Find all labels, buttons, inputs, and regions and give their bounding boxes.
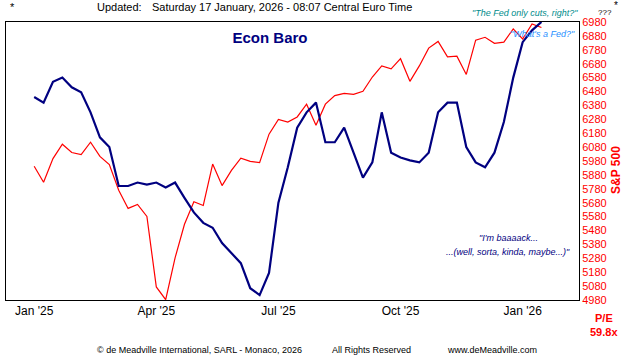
- svg-text:5880: 5880: [582, 169, 606, 181]
- svg-text:Saturday 17 January, 2026 - 08: Saturday 17 January, 2026 - 08:07 Centra…: [152, 1, 412, 13]
- svg-text:5780: 5780: [582, 183, 606, 195]
- svg-text:6480: 6480: [582, 85, 606, 97]
- svg-text:S&P 500: S&P 500: [609, 146, 623, 194]
- svg-text:"What's a Fed?": "What's a Fed?": [510, 29, 575, 39]
- svg-text:5680: 5680: [582, 197, 606, 209]
- svg-text:6780: 6780: [582, 44, 606, 56]
- svg-text:*: *: [10, 1, 15, 13]
- svg-text:6280: 6280: [582, 113, 606, 125]
- svg-text:5980: 5980: [582, 155, 606, 167]
- svg-text:Econ Baro: Econ Baro: [232, 29, 307, 46]
- svg-text:6380: 6380: [582, 99, 606, 111]
- svg-text:Jan '26: Jan '26: [503, 304, 542, 318]
- svg-text:Oct '25: Oct '25: [382, 304, 420, 318]
- svg-text:6180: 6180: [582, 127, 606, 139]
- svg-text:Updated:: Updated:: [97, 1, 142, 13]
- svg-text:5380: 5380: [582, 238, 606, 250]
- svg-text:6080: 6080: [582, 141, 606, 153]
- svg-text:5580: 5580: [582, 210, 606, 222]
- svg-text:4980: 4980: [582, 294, 606, 306]
- svg-text:© de Meadville International,: © de Meadville International, SARL - Mon…: [97, 345, 302, 355]
- svg-text:5080: 5080: [582, 280, 606, 292]
- svg-text:5480: 5480: [582, 224, 606, 236]
- svg-text:59.8x: 59.8x: [590, 326, 618, 338]
- svg-text:6680: 6680: [582, 58, 606, 70]
- svg-text:???: ???: [598, 8, 612, 17]
- svg-text:Apr '25: Apr '25: [137, 304, 175, 318]
- svg-text:5180: 5180: [582, 266, 606, 278]
- svg-text:"The Fed only cuts, right?": "The Fed only cuts, right?": [472, 8, 578, 18]
- svg-text:*: *: [614, 0, 618, 11]
- svg-text:All Rights Reserved: All Rights Reserved: [332, 345, 411, 355]
- svg-text:Jul '25: Jul '25: [261, 304, 296, 318]
- svg-text:6980: 6980: [582, 16, 606, 28]
- svg-text:www.deMeadville.com: www.deMeadville.com: [447, 345, 537, 355]
- svg-text:6580: 6580: [582, 71, 606, 83]
- svg-text:...(well, sorta, kinda, maybe.: ...(well, sorta, kinda, maybe...)": [446, 247, 570, 257]
- svg-text:6880: 6880: [582, 30, 606, 42]
- svg-text:5280: 5280: [582, 252, 606, 264]
- svg-text:"I'm baaaack...: "I'm baaaack...: [479, 233, 538, 243]
- svg-text:P/E: P/E: [595, 312, 613, 324]
- svg-text:Jan '25: Jan '25: [15, 304, 54, 318]
